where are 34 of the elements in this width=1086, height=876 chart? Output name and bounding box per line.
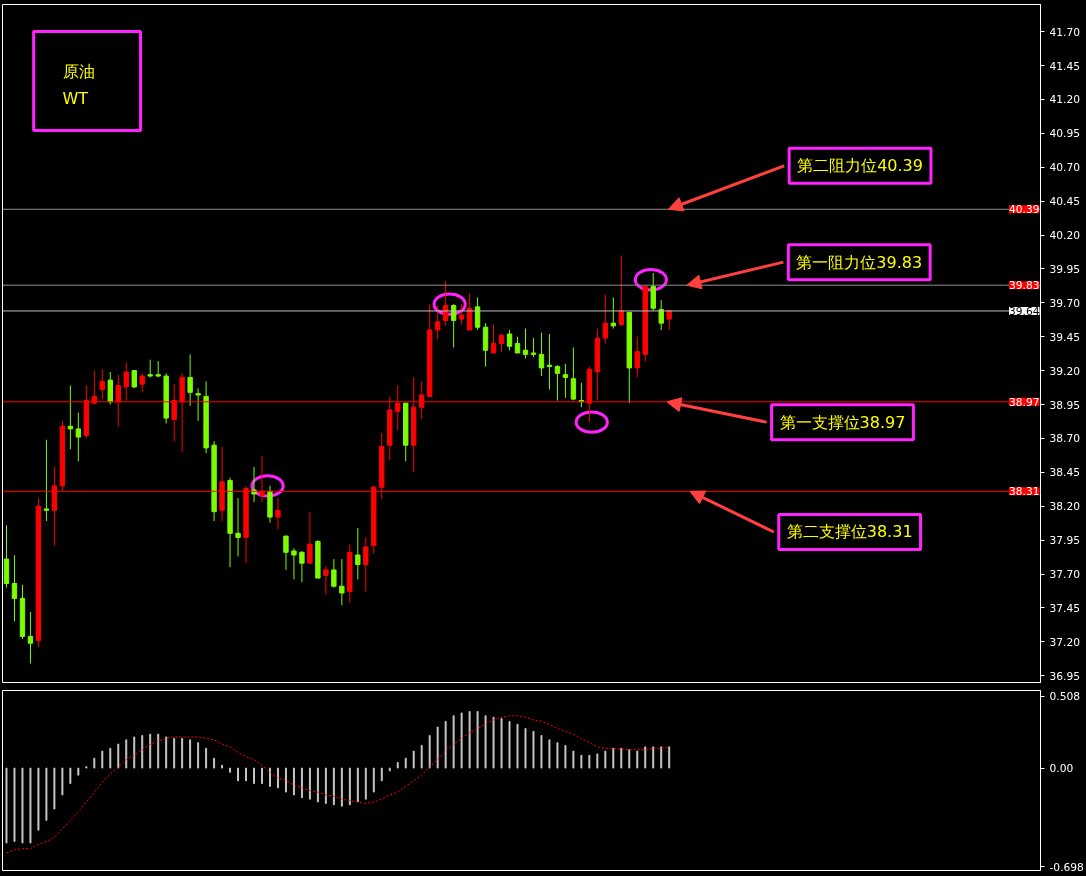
y-tick-label: 40.95 xyxy=(1049,127,1081,141)
ref-line-label: 38.31 xyxy=(1008,485,1040,499)
y-tick-label: 40.20 xyxy=(1049,229,1081,243)
annotation: 原油 xyxy=(62,61,95,81)
y-tick-label: 39.20 xyxy=(1049,364,1081,378)
ref-line-label: 39.83 xyxy=(1008,279,1040,293)
y-tick-label: 37.20 xyxy=(1049,635,1081,649)
y-tick-label: 38.95 xyxy=(1049,398,1081,412)
annotation: 第二阻力位40.39 xyxy=(797,156,923,176)
annotation: 第二支撑位38.31 xyxy=(786,522,913,542)
ref-line-label: 38.97 xyxy=(1008,395,1040,409)
y-tick-label: 41.45 xyxy=(1049,59,1081,73)
y-tick-label: 41.70 xyxy=(1049,25,1081,39)
y-tick-label: -0.698 xyxy=(1049,860,1085,874)
y-tick-label: 39.95 xyxy=(1049,262,1081,276)
y-tick-label: 38.70 xyxy=(1049,432,1081,446)
y-tick-label: 38.20 xyxy=(1049,500,1081,514)
annotation: 第一阻力位39.83 xyxy=(796,252,923,272)
y-tick-label: 0.508 xyxy=(1049,690,1081,704)
y-tick-label: 36.95 xyxy=(1049,669,1081,683)
y-tick-label: 39.45 xyxy=(1049,330,1081,344)
y-tick-label: 37.45 xyxy=(1049,601,1081,615)
y-tick-label: 0.00 xyxy=(1049,762,1074,776)
ref-line-label: 39.64 xyxy=(1008,304,1040,318)
y-tick-label: 41.20 xyxy=(1049,93,1081,107)
y-tick-label: 40.45 xyxy=(1049,195,1081,209)
y-tick-label: 39.70 xyxy=(1049,296,1081,310)
annotation: WT xyxy=(62,89,89,109)
y-tick-label: 37.95 xyxy=(1049,534,1081,548)
y-tick-label: 40.70 xyxy=(1049,161,1081,175)
y-tick-label: 38.45 xyxy=(1049,466,1081,480)
ref-line-label: 40.39 xyxy=(1008,203,1040,217)
annotation: 第一支撑位38.97 xyxy=(779,412,906,432)
y-tick-label: 37.70 xyxy=(1049,568,1081,582)
